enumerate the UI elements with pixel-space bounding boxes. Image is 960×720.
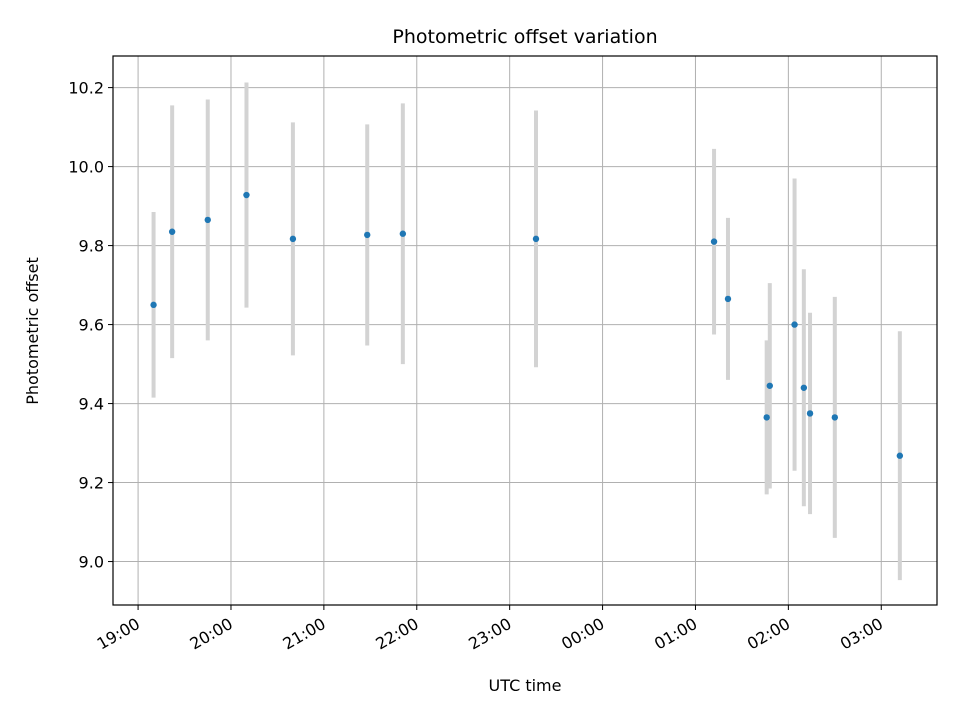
data-point xyxy=(800,384,808,391)
x-axis-label: UTC time xyxy=(489,676,562,695)
data-point xyxy=(896,452,904,459)
grid xyxy=(113,56,937,605)
y-axis-ticks: 9.0 9.2 9.4 9.6 9.8 10.0 10.2 xyxy=(68,79,113,572)
y-tick-label: 9.4 xyxy=(79,395,104,414)
data-point xyxy=(532,235,540,243)
data-point xyxy=(831,414,839,421)
y-tick-label: 10.2 xyxy=(68,79,104,98)
data-point xyxy=(766,382,773,389)
data-points xyxy=(150,191,904,459)
data-point xyxy=(168,228,176,235)
data-point xyxy=(150,301,157,309)
data-point xyxy=(364,231,371,239)
data-point xyxy=(710,238,718,245)
data-point xyxy=(204,216,211,224)
y-tick-label: 9.2 xyxy=(79,474,104,493)
chart-title: Photometric offset variation xyxy=(392,26,657,48)
y-axis-label: Photometric offset xyxy=(23,257,42,405)
y-tick-label: 9.6 xyxy=(79,316,104,335)
data-point xyxy=(806,410,814,417)
data-point xyxy=(724,295,732,303)
data-point xyxy=(289,235,297,243)
plot-frame xyxy=(112,55,938,606)
y-tick-label: 10.0 xyxy=(68,158,104,177)
data-point xyxy=(763,414,770,421)
data-point xyxy=(399,230,407,237)
data-point xyxy=(243,191,250,199)
y-tick-label: 9.0 xyxy=(79,553,104,572)
y-tick-label: 9.8 xyxy=(79,237,104,256)
data-point xyxy=(791,321,798,328)
